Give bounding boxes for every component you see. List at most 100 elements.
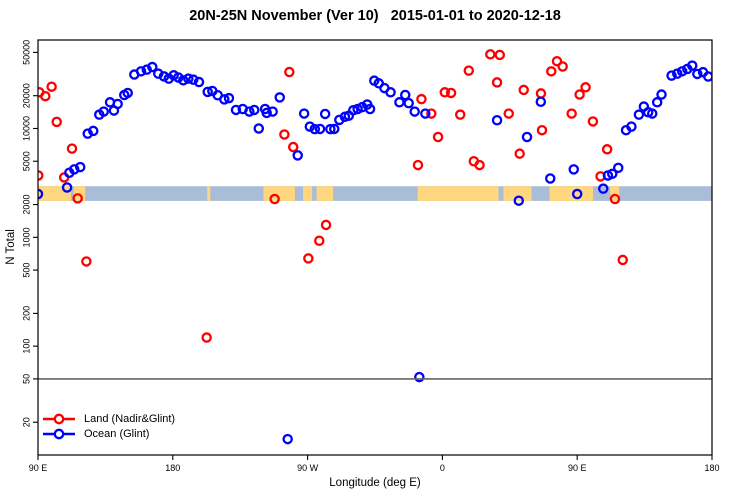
y-tick-label: 20000 bbox=[21, 83, 31, 108]
y-tick-label: 50000 bbox=[21, 40, 31, 65]
scatter-point-land bbox=[503, 108, 515, 119]
legend-land-marker-icon bbox=[43, 413, 75, 424]
scatter-point-ocean bbox=[329, 123, 340, 135]
chart-legend: Land (Nadir&Glint) Ocean (Glint) bbox=[42, 411, 175, 441]
scatter-point-ocean bbox=[394, 97, 405, 108]
scatter-point-ocean bbox=[193, 76, 205, 88]
scatter-point-ocean bbox=[319, 108, 331, 120]
scatter-point-ocean bbox=[74, 161, 86, 173]
scatter-point-land bbox=[445, 87, 457, 99]
y-tick-label: 500 bbox=[21, 263, 31, 278]
map-band-land-segment bbox=[316, 186, 334, 201]
scatter-point-ocean bbox=[491, 115, 503, 126]
plot-box bbox=[37, 39, 713, 456]
scatter-point-land bbox=[514, 148, 525, 159]
y-tick-label: 5000 bbox=[21, 151, 31, 171]
scatter-point-ocean bbox=[571, 188, 583, 200]
scatter-point-ocean bbox=[651, 97, 663, 108]
scatter-point-land bbox=[426, 108, 437, 119]
scatter-point-land bbox=[535, 88, 547, 99]
y-tick-label: 50 bbox=[21, 374, 31, 384]
scatter-point-land bbox=[412, 159, 424, 171]
map-band-ocean bbox=[38, 186, 712, 201]
plot-area bbox=[38, 49, 712, 445]
scatter-point-ocean bbox=[513, 195, 525, 206]
scatter-point-land bbox=[454, 109, 466, 120]
scatter-point-land bbox=[494, 49, 506, 61]
scatter-point-land bbox=[439, 87, 451, 98]
scatter-point-land bbox=[303, 253, 314, 264]
scatter-point-land bbox=[546, 66, 557, 77]
x-tick-label: 90 W bbox=[297, 463, 319, 473]
scatter-point-land bbox=[287, 141, 299, 153]
scatter-point-ocean bbox=[253, 123, 265, 134]
scatter-point-land bbox=[269, 193, 280, 205]
scatter-point-ocean bbox=[314, 123, 326, 135]
scatter-point-ocean bbox=[676, 66, 688, 77]
scatter-point-ocean bbox=[282, 433, 293, 445]
scatter-point-land bbox=[574, 89, 585, 100]
scatter-point-ocean bbox=[68, 164, 80, 175]
scatter-point-land bbox=[617, 254, 628, 266]
x-tick-label: 180 bbox=[165, 463, 180, 473]
scatter-point-land bbox=[609, 193, 621, 205]
scatter-point-land bbox=[51, 116, 62, 128]
scatter-point-land bbox=[580, 82, 591, 93]
scatter-point-ocean bbox=[292, 150, 303, 161]
scatter-point-land bbox=[66, 143, 78, 154]
scatter-point-ocean bbox=[414, 371, 425, 383]
scatter-point-land bbox=[201, 332, 212, 343]
map-band-land-segment bbox=[207, 186, 211, 201]
scatter-point-land bbox=[474, 159, 485, 171]
map-band-land-segment bbox=[610, 186, 620, 201]
scatter-point-ocean bbox=[223, 92, 235, 104]
scatter-point-ocean bbox=[230, 104, 242, 116]
scatter-point-land bbox=[601, 144, 613, 155]
x-tick-label: 90 E bbox=[29, 463, 48, 473]
y-tick-label: 100 bbox=[21, 339, 31, 354]
scatter-point-land bbox=[551, 55, 563, 67]
scatter-point-ocean bbox=[672, 68, 683, 79]
scatter-point-ocean bbox=[261, 107, 272, 119]
legend-ocean-circle-icon bbox=[53, 428, 65, 439]
y-tick-label: 20 bbox=[21, 417, 31, 427]
map-band-land-segment bbox=[303, 186, 313, 201]
scatter-point-ocean bbox=[666, 70, 677, 81]
scatter-point-ocean bbox=[202, 86, 213, 98]
legend-row-ocean: Ocean (Glint) bbox=[42, 426, 175, 441]
y-tick-label: 1000 bbox=[21, 227, 31, 247]
scatter-point-ocean bbox=[364, 103, 376, 115]
scatter-point-land bbox=[46, 81, 57, 92]
scatter-point-ocean bbox=[403, 97, 414, 109]
scatter-point-land bbox=[432, 131, 444, 143]
scatter-point-land bbox=[518, 84, 529, 96]
scatter-point-ocean bbox=[646, 108, 658, 119]
scatter-point-ocean bbox=[135, 66, 147, 77]
scatter-point-land bbox=[279, 129, 290, 140]
scatter-point-ocean bbox=[244, 106, 255, 117]
scatter-point-ocean bbox=[98, 106, 110, 117]
legend-ocean-marker-icon bbox=[43, 428, 75, 439]
legend-label-ocean: Ocean (Glint) bbox=[84, 427, 150, 440]
x-tick-label: 180 bbox=[704, 463, 719, 473]
scatter-point-ocean bbox=[544, 173, 556, 184]
scatter-point-ocean bbox=[274, 92, 285, 103]
scatter-point-ocean bbox=[61, 182, 73, 193]
scatter-point-land bbox=[416, 93, 427, 105]
scatter-point-ocean bbox=[183, 73, 194, 84]
scatter-point-ocean bbox=[249, 104, 260, 116]
scatter-point-land bbox=[40, 90, 51, 102]
scatter-point-land bbox=[566, 108, 577, 119]
scatter-point-ocean bbox=[141, 64, 152, 75]
scatter-point-ocean bbox=[633, 109, 645, 120]
scatter-point-land bbox=[284, 66, 295, 78]
scatter-point-ocean bbox=[703, 71, 712, 82]
scatter-point-ocean bbox=[147, 61, 158, 73]
scatter-point-ocean bbox=[535, 96, 547, 108]
scatter-point-ocean bbox=[188, 74, 199, 85]
scatter-point-ocean bbox=[112, 98, 123, 110]
scatter-point-ocean bbox=[178, 75, 189, 86]
scatter-point-ocean bbox=[626, 121, 637, 132]
